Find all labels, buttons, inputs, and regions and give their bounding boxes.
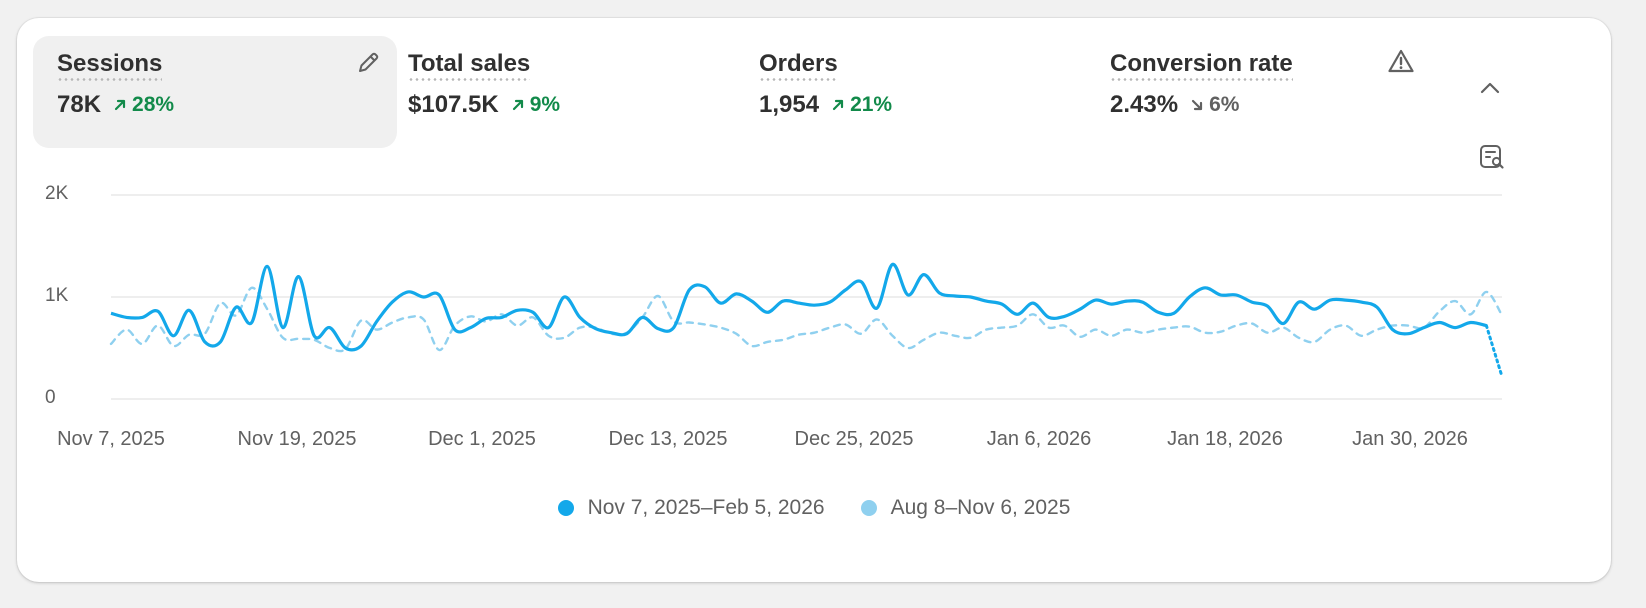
metric-title[interactable]: Orders [759,50,838,81]
legend-item-current[interactable]: Nov 7, 2025–Feb 5, 2026 [557,496,825,520]
metric-value: 1,954 [759,91,820,118]
metric-delta: 21% [831,93,892,117]
metric-title[interactable]: Sessions [57,50,163,81]
chart-legend: Nov 7, 2025–Feb 5, 2026 Aug 8–Nov 6, 202… [17,496,1611,520]
metric-value: 2.43% [1110,91,1179,118]
metric-delta-value: 6% [1209,93,1240,116]
y-tick-label: 2K [45,183,69,204]
series-line-current [110,262,1487,352]
legend-item-previous[interactable]: Aug 8–Nov 6, 2025 [860,496,1071,520]
y-tick-label: 1K [45,285,69,306]
metric-tab-total-sales[interactable]: Total sales $107.5K 9% [384,36,748,148]
metric-delta: 9% [511,93,560,117]
metric-value: $107.5K [408,91,499,118]
x-tick-label: Nov 7, 2025 [57,428,165,450]
metric-tab-sessions[interactable]: Sessions 78K 28% [33,36,397,148]
legend-swatch-previous [860,500,877,516]
arrow-up-right-icon [512,99,523,111]
legend-label-current: Nov 7, 2025–Feb 5, 2026 [587,496,825,519]
x-tick-label: Jan 6, 2026 [986,428,1092,450]
metric-delta: 28% [113,93,174,117]
line-chart [109,194,1504,400]
metric-delta: 6% [1190,93,1239,117]
metric-delta-value: 28% [132,93,175,116]
arrow-up-right-icon [114,99,126,111]
series-line-previous [109,286,1504,353]
document-search-icon[interactable] [1476,142,1508,172]
metric-tab-conversion-rate[interactable]: Conversion rate 2.43% 6% [1086,36,1450,148]
metric-delta-value: 9% [529,93,561,116]
x-tick-label: Dec 1, 2025 [428,428,536,450]
pencil-icon[interactable] [353,48,383,78]
x-tick-label: Dec 25, 2025 [794,428,914,450]
x-tick-label: Jan 30, 2026 [1352,428,1468,450]
legend-swatch-current [557,500,574,516]
sessions-chart-card: Sessions 78K 28% Total sales $107.5K 9% … [17,18,1611,582]
series-line-current-partial [1484,324,1504,379]
metric-delta-value: 21% [850,93,893,116]
metric-tab-orders[interactable]: Orders 1,954 21% [735,36,1099,148]
metric-title[interactable]: Conversion rate [1110,50,1293,81]
arrow-down-right-icon [1191,99,1203,111]
arrow-up-right-icon [832,99,844,111]
metric-value: 78K [57,91,102,118]
warning-triangle-icon[interactable] [1385,46,1417,76]
chevron-up-icon[interactable] [1475,74,1505,102]
y-tick-label: 0 [45,387,56,408]
x-tick-label: Nov 19, 2025 [237,428,357,450]
legend-label-previous: Aug 8–Nov 6, 2025 [890,496,1071,519]
x-tick-label: Dec 13, 2025 [608,428,728,450]
x-tick-label: Jan 18, 2026 [1167,428,1283,450]
metric-title[interactable]: Total sales [408,50,531,81]
